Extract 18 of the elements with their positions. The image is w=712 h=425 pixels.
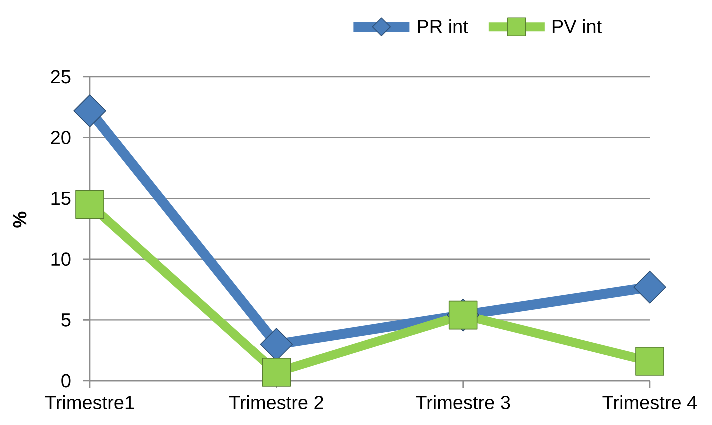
x-tick-label: Trimestre 4 bbox=[602, 396, 698, 410]
y-tick-label: 15 bbox=[52, 192, 71, 206]
point bbox=[636, 347, 664, 376]
x-tick-label: Trimestre 2 bbox=[229, 396, 324, 410]
y-tick-label: 10 bbox=[52, 252, 71, 266]
y-tick-label: 5 bbox=[62, 314, 71, 327]
x-tick-label: Trimestre1 bbox=[45, 396, 134, 410]
y-tick-label: 20 bbox=[51, 131, 71, 145]
x-tick-label: Trimestre 3 bbox=[416, 396, 510, 410]
point bbox=[262, 358, 292, 387]
point bbox=[74, 94, 106, 128]
y-axis-title: % bbox=[13, 212, 27, 228]
point bbox=[634, 270, 666, 304]
y-tick-label: 25 bbox=[51, 70, 71, 84]
y-tick-label: 0 bbox=[62, 374, 71, 388]
legend-label: PV int bbox=[552, 20, 602, 34]
point bbox=[76, 190, 104, 220]
legend-label: PR int bbox=[418, 20, 468, 34]
